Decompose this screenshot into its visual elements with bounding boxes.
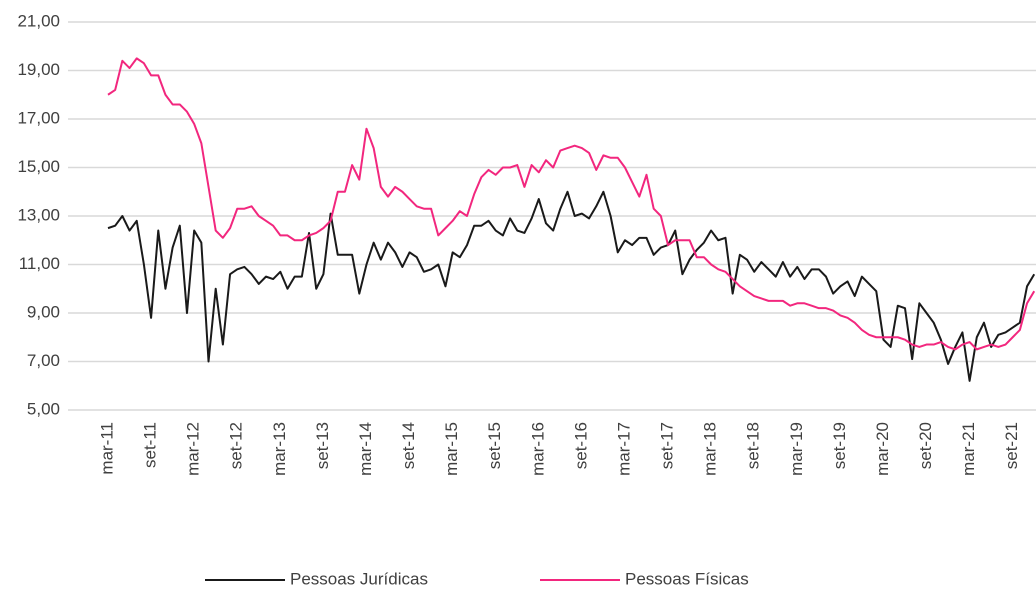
legend-label: Pessoas Físicas [625, 569, 749, 588]
x-tick-label: mar-15 [442, 422, 461, 476]
x-tick-label: mar-13 [270, 422, 289, 476]
x-tick-label: mar-20 [873, 422, 892, 476]
y-tick-label: 11,00 [19, 254, 60, 273]
x-tick-label: set-21 [1002, 422, 1021, 469]
x-tick-label: mar-17 [614, 422, 633, 476]
x-tick-label: set-15 [485, 422, 504, 469]
x-tick-label: set-16 [571, 422, 590, 469]
x-tick-label: set-11 [141, 422, 160, 468]
x-tick-label: set-19 [830, 422, 849, 469]
y-tick-label: 13,00 [17, 205, 60, 224]
y-tick-label: 9,00 [27, 302, 60, 321]
x-tick-label: mar-14 [356, 422, 375, 476]
x-tick-label: mar-11 [97, 422, 116, 475]
y-tick-label: 17,00 [17, 108, 60, 127]
series-line [107, 57, 1036, 351]
x-tick-label: set-17 [658, 422, 677, 469]
x-tick-label: mar-12 [184, 422, 203, 476]
y-tick-label: 15,00 [17, 157, 60, 176]
x-tick-label: mar-18 [701, 422, 720, 476]
x-tick-label: set-20 [916, 422, 935, 469]
x-tick-label: set-13 [313, 422, 332, 469]
y-tick-label: 5,00 [27, 399, 60, 418]
legend-label: Pessoas Jurídicas [290, 569, 428, 588]
x-tick-label: set-14 [399, 422, 418, 469]
x-tick-label: mar-16 [528, 422, 547, 476]
y-tick-label: 7,00 [27, 351, 60, 370]
y-tick-label: 21,00 [17, 11, 60, 30]
series-line [107, 190, 1036, 382]
x-tick-label: mar-19 [787, 422, 806, 476]
x-tick-label: set-12 [227, 422, 246, 469]
y-tick-label: 19,00 [17, 60, 60, 79]
x-tick-label: mar-21 [959, 422, 978, 476]
x-tick-label: set-18 [744, 422, 763, 469]
